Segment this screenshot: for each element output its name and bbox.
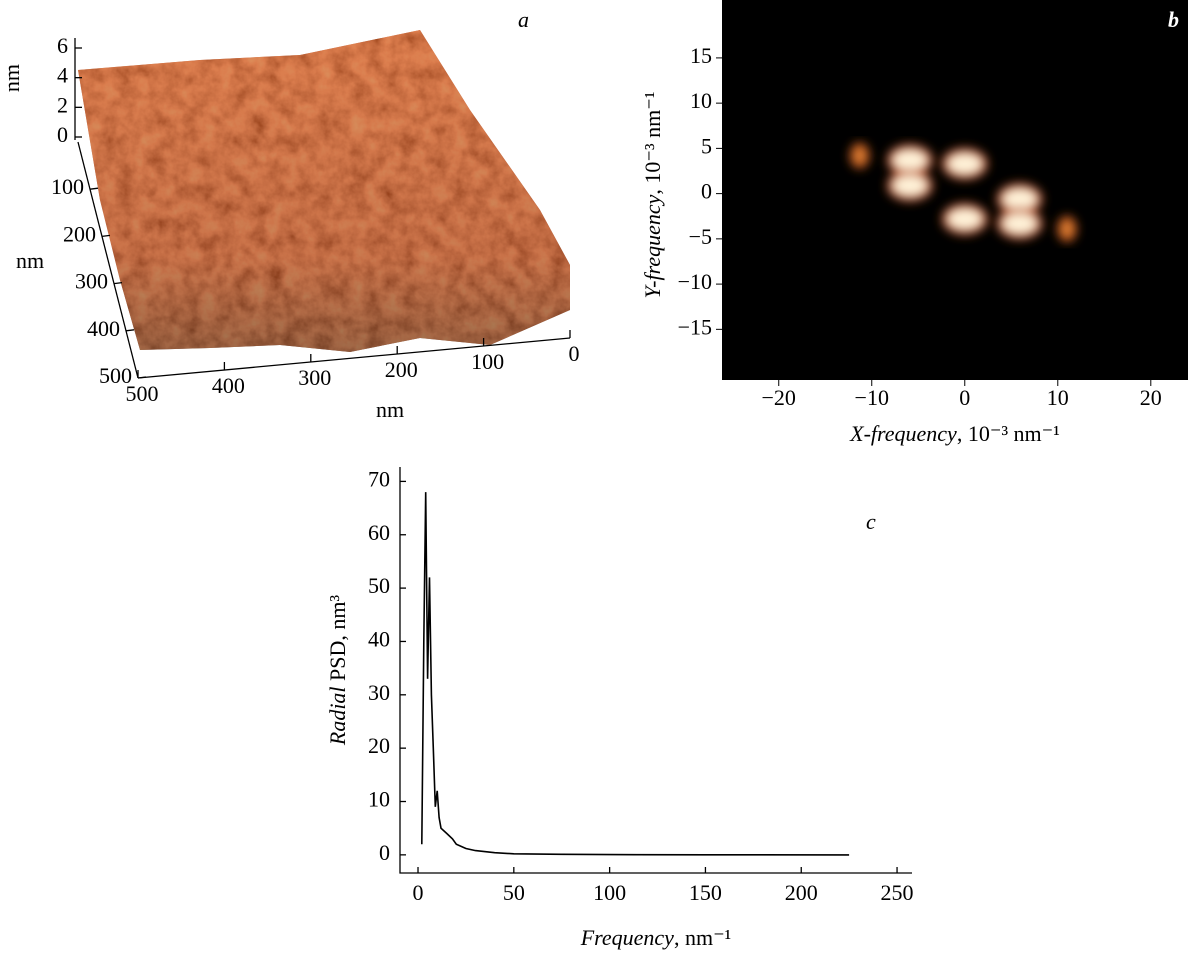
x-tick-label: 100 xyxy=(593,880,626,905)
x-tick-label: 500 xyxy=(126,381,159,406)
z-tick-label: 4 xyxy=(57,63,68,88)
y-axis xyxy=(77,141,139,379)
x-tick-label: 400 xyxy=(212,373,245,398)
y-tick-label: 200 xyxy=(63,221,96,246)
x-axis-label-unit: , 10⁻³ nm⁻¹ xyxy=(957,421,1060,446)
y-tick xyxy=(125,329,135,332)
panel-label: b xyxy=(1168,7,1179,32)
spectral-peak xyxy=(941,147,988,180)
x-tick-label: −20 xyxy=(762,385,796,410)
heatmap-background xyxy=(722,0,1188,380)
x-tick-label: 10 xyxy=(1047,385,1069,410)
y-axis-label-unit: , 10⁻³ nm⁻¹ xyxy=(640,92,665,195)
y-tick-label: 300 xyxy=(75,269,108,294)
spectral-peak xyxy=(941,202,988,235)
spectral-peak xyxy=(996,207,1043,240)
x-axis-label: X-frequency, 10⁻³ nm⁻¹ xyxy=(849,421,1060,446)
y-axis-label-italic: Y-frequency xyxy=(640,194,665,298)
panel-label: a xyxy=(518,7,529,32)
y-tick xyxy=(113,281,123,285)
y-axis-label: Y-frequency, 10⁻³ nm⁻¹ xyxy=(640,92,665,299)
spectral-peak xyxy=(886,169,933,202)
x-axis-label: nm xyxy=(376,397,404,422)
y-tick-label: 5 xyxy=(701,133,712,158)
y-tick-label: 100 xyxy=(51,174,84,199)
psd-line xyxy=(421,492,850,856)
z-tick-label: 2 xyxy=(57,92,68,117)
z-axis-label: nm xyxy=(0,64,24,92)
x-axis-label: Frequency, nm⁻¹ xyxy=(580,925,732,950)
x-axis-label-italic: Frequency xyxy=(580,925,674,950)
x-tick-label: 150 xyxy=(689,880,722,905)
spectral-peak xyxy=(849,142,870,169)
y-tick xyxy=(101,234,111,238)
y-axis-label-unit: PSD, nm³ xyxy=(325,594,350,686)
y-tick-label: −10 xyxy=(678,269,712,294)
y-tick-label: 0 xyxy=(701,179,712,204)
y-axis-label: nm xyxy=(16,248,44,273)
y-tick-label: 50 xyxy=(368,573,390,598)
y-axis-label: Radial PSD, nm³ xyxy=(325,594,350,746)
y-tick-label: 30 xyxy=(368,680,390,705)
panel-label: c xyxy=(866,509,876,534)
y-axis-label-italic: Radial xyxy=(325,686,350,746)
y-tick-label: 40 xyxy=(368,627,390,652)
y-tick-label: −5 xyxy=(689,224,712,249)
x-axis xyxy=(137,337,571,379)
y-tick xyxy=(89,187,99,190)
surface xyxy=(78,30,570,352)
spectral-peak xyxy=(886,144,933,177)
y-tick-label: 15 xyxy=(690,43,712,68)
x-axis-label-unit: , nm⁻¹ xyxy=(674,925,731,950)
x-tick-label: 200 xyxy=(385,357,418,382)
y-tick-label: 10 xyxy=(690,88,712,113)
x-tick-label: 0 xyxy=(413,880,424,905)
y-tick-label: 0 xyxy=(379,840,390,865)
axes xyxy=(399,467,912,874)
y-tick-label: 500 xyxy=(99,363,132,388)
z-tick-label: 0 xyxy=(57,122,68,147)
y-tick-label: 20 xyxy=(368,733,390,758)
x-axis-label-italic: X-frequency xyxy=(849,421,957,446)
x-tick-label: 0 xyxy=(569,341,580,366)
y-tick-label: 400 xyxy=(87,316,120,341)
y-tick-label: −15 xyxy=(678,314,712,339)
x-tick-label: 250 xyxy=(881,880,914,905)
x-tick-label: 0 xyxy=(959,385,970,410)
x-tick-label: 300 xyxy=(298,365,331,390)
y-tick-label: 60 xyxy=(368,520,390,545)
x-tick-label: 50 xyxy=(503,880,525,905)
x-tick-label: 200 xyxy=(785,880,818,905)
x-tick-label: −10 xyxy=(855,385,889,410)
y-tick-label: 70 xyxy=(368,466,390,491)
y-tick-label: 10 xyxy=(368,787,390,812)
x-tick-label: 20 xyxy=(1140,385,1162,410)
x-tick-label: 100 xyxy=(471,349,504,374)
z-tick-label: 6 xyxy=(57,33,68,58)
spectral-peak xyxy=(1057,215,1078,242)
